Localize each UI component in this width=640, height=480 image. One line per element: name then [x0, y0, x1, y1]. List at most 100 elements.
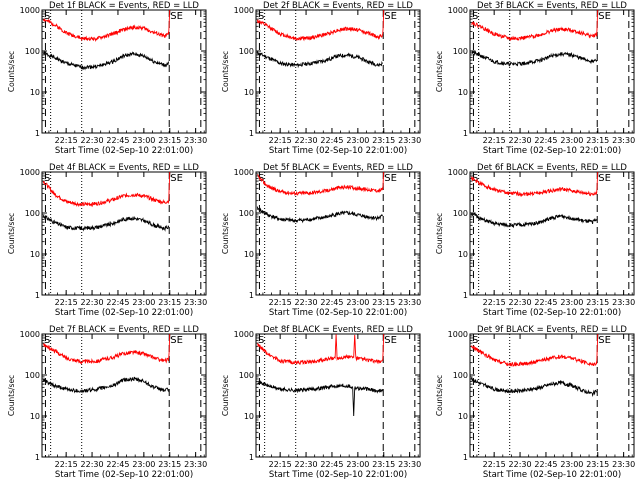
x-tick-label: 22:45 — [320, 460, 343, 469]
y-tick-label: 1000 — [448, 330, 468, 339]
y-axis-label: Counts/sec — [221, 213, 230, 254]
flag-start: S — [44, 335, 50, 346]
x-tick-label: 23:30 — [184, 136, 207, 145]
y-tick-label: 1000 — [20, 168, 40, 177]
x-tick-label: 22:30 — [81, 460, 104, 469]
detector-panel-5: Det 5f BLACK = Events, RED = LLD 1 10 100 10… — [221, 163, 421, 318]
x-axis-label-date: 02-Sep-10 22:01:00 — [533, 146, 618, 156]
x-tick-label: 22:15 — [483, 460, 506, 469]
panel-title: Det 9f BLACK = Events, RED = LLD — [477, 325, 627, 335]
x-tick-label: 22:45 — [534, 460, 557, 469]
x-axis-label-prefix: Start Time ( — [55, 470, 105, 480]
detector-panel-7: Det 7f BLACK = Events, RED = LLD 1 10 100 10… — [7, 325, 207, 480]
x-axis-label-date: 02-Sep-10 22:01:00 — [533, 308, 618, 318]
detector-panel-4: Det 4f BLACK = Events, RED = LLD 1 10 100 10… — [7, 163, 207, 318]
x-tick-label: 23:00 — [560, 136, 583, 145]
y-tick-label: 100 — [25, 371, 40, 380]
x-tick-label: 23:30 — [398, 136, 421, 145]
events-series-line — [42, 214, 170, 232]
x-axis-label-suffix: ) — [404, 470, 407, 480]
plot-frame — [255, 9, 421, 134]
x-axis-label-prefix: Start Time ( — [55, 308, 105, 318]
x-tick-label: 23:30 — [398, 298, 421, 307]
x-tick-label: 23:15 — [586, 298, 609, 307]
flag-start: S — [258, 11, 264, 22]
x-axis-label-date: 02-Sep-10 22:01:00 — [105, 308, 190, 318]
y-tick-label: 10 — [458, 88, 468, 97]
x-tick-label: 23:00 — [346, 136, 369, 145]
panel-title: Det 8f BLACK = Events, RED = LLD — [263, 325, 413, 335]
x-axis-label: Start Time (02-Sep-10 22:01:00) — [483, 146, 621, 156]
x-axis-label: Start Time (02-Sep-10 22:01:00) — [269, 308, 407, 318]
x-axis-label-prefix: Start Time ( — [269, 308, 319, 318]
y-axis-label: Counts/sec — [221, 375, 230, 416]
x-axis-label-date: 02-Sep-10 22:01:00 — [105, 470, 190, 480]
detector-panel-1: Det 1f BLACK = Events, RED = LLD 1 10 100 10… — [7, 1, 207, 156]
events-series-line — [256, 51, 383, 69]
x-tick-label: 23:30 — [612, 298, 635, 307]
x-tick-label: 22:45 — [320, 136, 343, 145]
panel-title: Det 6f BLACK = Events, RED = LLD — [477, 163, 627, 173]
lld-series-line — [42, 9, 171, 43]
x-tick-label: 22:30 — [295, 460, 318, 469]
x-tick-label: 23:15 — [158, 136, 181, 145]
detector-panel-2: Det 2f BLACK = Events, RED = LLD 1 10 100 10… — [221, 1, 421, 156]
x-tick-label: 23:15 — [586, 136, 609, 145]
events-series-line — [471, 50, 598, 67]
x-tick-label: 22:45 — [534, 136, 557, 145]
x-axis-label-prefix: Start Time ( — [55, 146, 105, 156]
plot-frame — [255, 333, 421, 458]
flag-start: S — [472, 335, 478, 346]
x-tick-label: 23:15 — [372, 298, 395, 307]
y-tick-label: 1 — [249, 291, 254, 300]
y-tick-label: 10 — [30, 412, 40, 421]
x-axis-label-date: 02-Sep-10 22:01:00 — [319, 146, 404, 156]
y-tick-label: 1 — [249, 453, 254, 462]
y-tick-label: 10 — [458, 412, 468, 421]
detector-panel-8: Det 8f BLACK = Events, RED = LLD 1 10 100 10… — [221, 325, 421, 480]
events-series-line — [42, 376, 170, 394]
x-axis-label: Start Time (02-Sep-10 22:01:00) — [55, 146, 193, 156]
y-tick-label: 100 — [25, 209, 40, 218]
panel-title: Det 3f BLACK = Events, RED = LLD — [477, 1, 627, 11]
x-tick-label: 23:30 — [612, 460, 635, 469]
y-tick-label: 1000 — [234, 168, 254, 177]
events-series-line — [470, 377, 598, 398]
x-tick-label: 22:15 — [55, 460, 78, 469]
x-axis-label-date: 02-Sep-10 22:01:00 — [533, 470, 618, 480]
x-tick-label: 22:15 — [269, 136, 292, 145]
x-tick-label: 23:00 — [132, 298, 155, 307]
flag-end: SE — [170, 335, 183, 346]
y-axis-label: Counts/sec — [435, 51, 444, 92]
x-tick-label: 23:15 — [372, 136, 395, 145]
y-tick-label: 100 — [239, 47, 254, 56]
x-tick-label: 22:30 — [509, 136, 532, 145]
plot-frame — [41, 9, 207, 134]
x-axis-label-suffix: ) — [618, 308, 621, 318]
flag-end: SE — [598, 11, 611, 22]
flag-end: SE — [384, 11, 397, 22]
x-tick-label: 22:30 — [295, 298, 318, 307]
lld-series-line — [470, 171, 599, 198]
x-axis-label: Start Time (02-Sep-10 22:01:00) — [269, 470, 407, 480]
y-axis-label: Counts/sec — [7, 51, 16, 92]
x-axis-label: Start Time (02-Sep-10 22:01:00) — [55, 470, 193, 480]
x-axis-label-suffix: ) — [404, 308, 407, 318]
events-series-line — [257, 380, 384, 417]
flag-start: S — [44, 173, 50, 184]
y-tick-label: 1 — [463, 129, 468, 138]
x-axis-label: Start Time (02-Sep-10 22:01:00) — [483, 470, 621, 480]
events-series-line — [42, 50, 170, 71]
plot-frame — [469, 171, 635, 296]
y-tick-label: 1000 — [234, 6, 254, 15]
x-tick-label: 22:45 — [320, 298, 343, 307]
lld-series-line — [42, 171, 171, 208]
x-tick-label: 22:30 — [81, 136, 104, 145]
y-axis-label: Counts/sec — [7, 375, 16, 416]
flag-end: SE — [384, 335, 397, 346]
x-axis-label-suffix: ) — [618, 146, 621, 156]
panel-title: Det 2f BLACK = Events, RED = LLD — [263, 1, 413, 11]
y-tick-label: 10 — [244, 88, 254, 97]
y-tick-label: 1000 — [448, 6, 468, 15]
lld-series-line — [257, 333, 385, 366]
